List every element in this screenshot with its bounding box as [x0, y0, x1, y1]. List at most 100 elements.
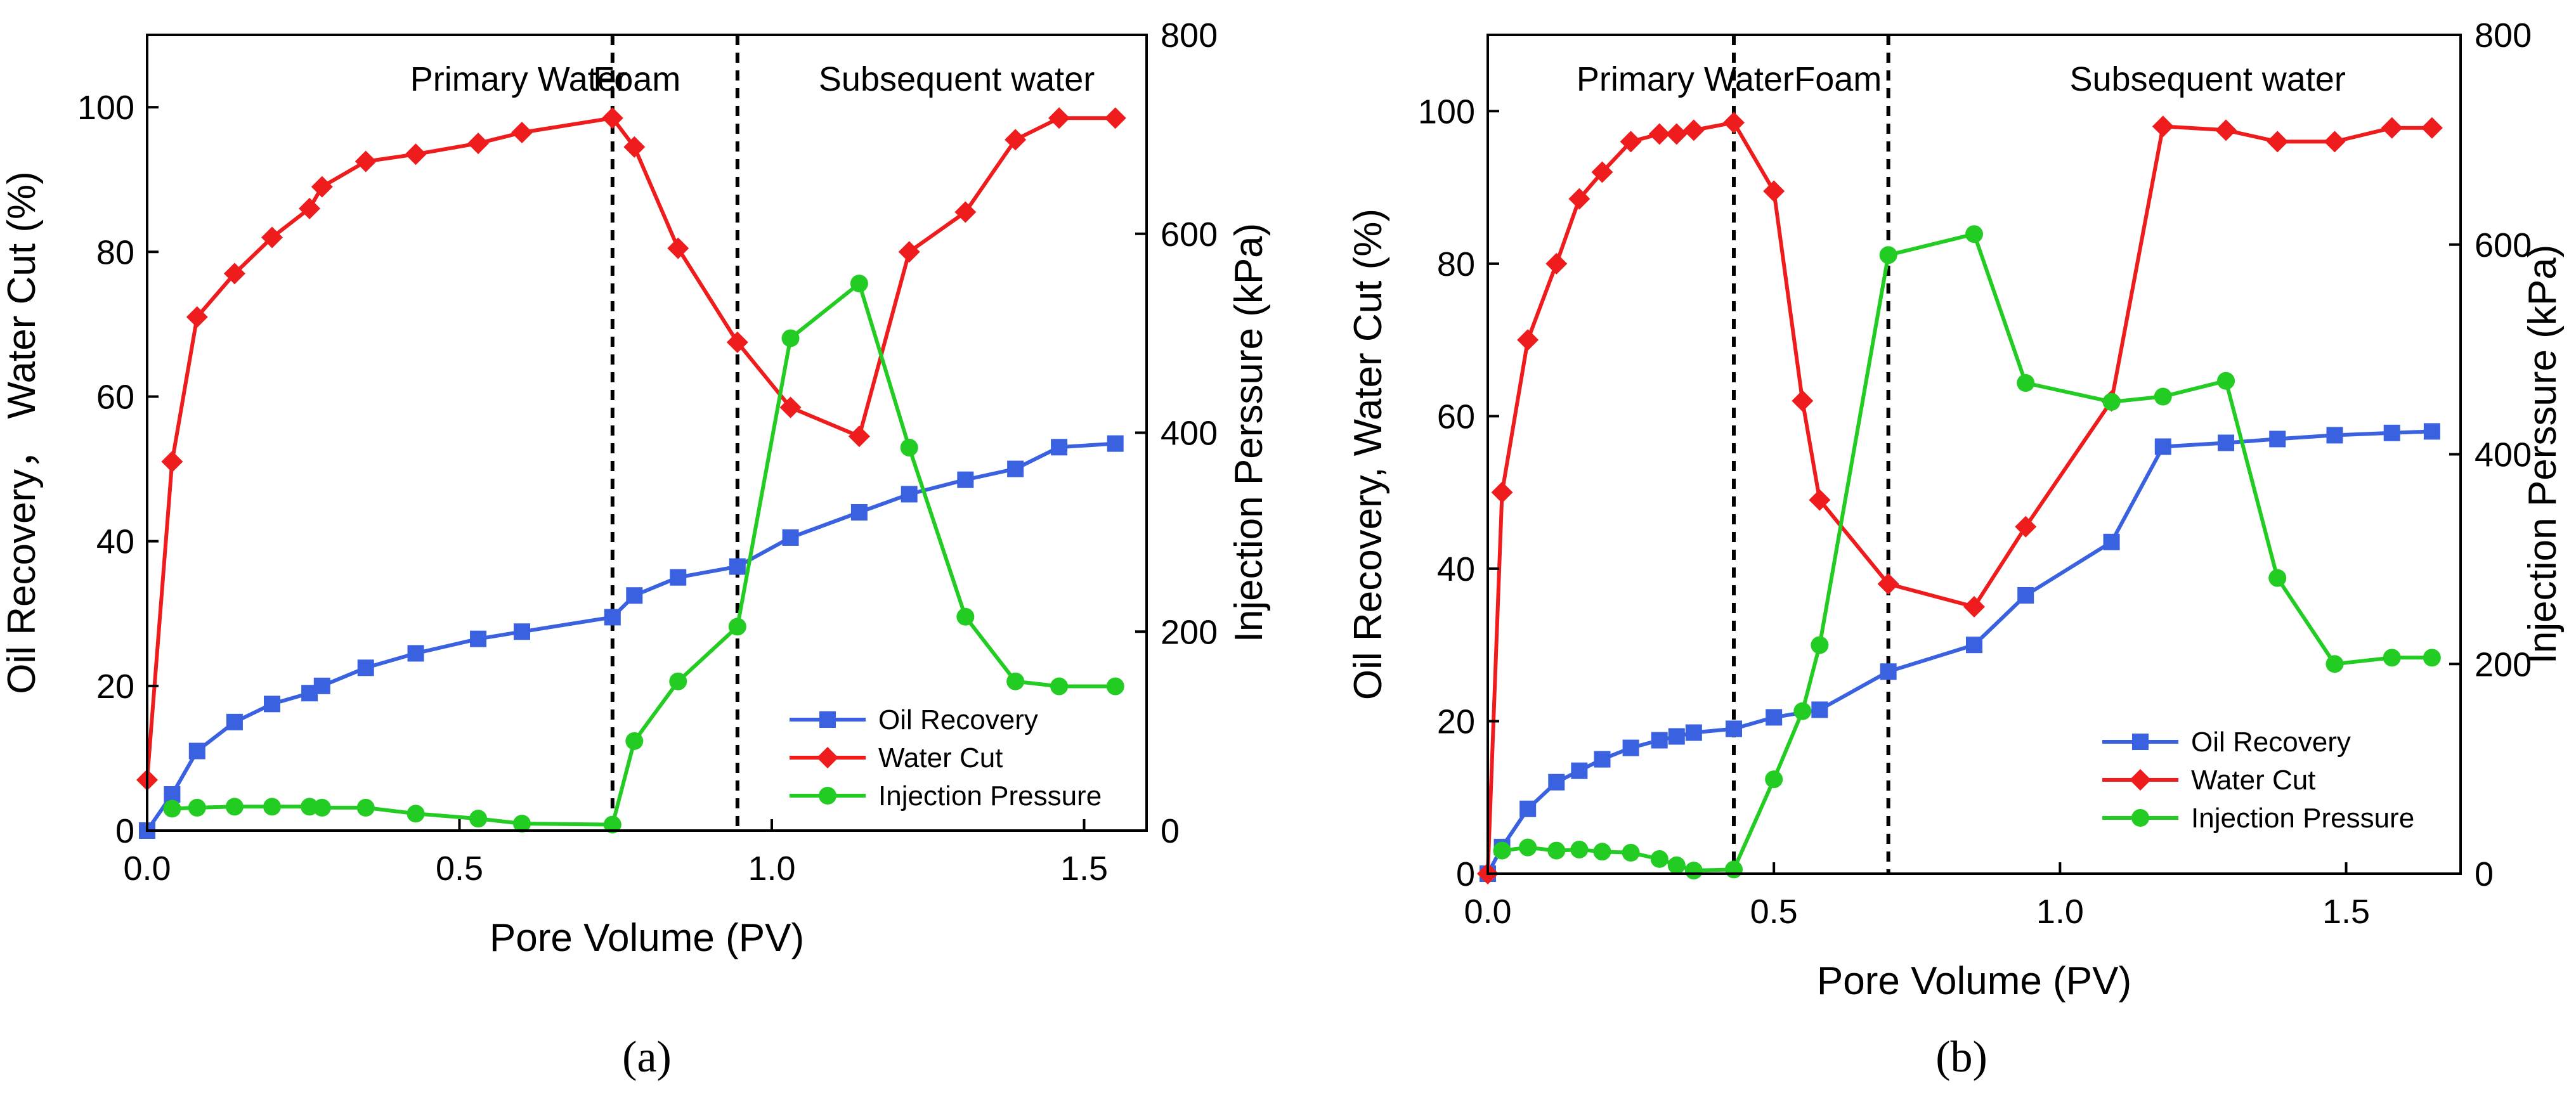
panel-b-water_cut-point — [1792, 390, 1814, 412]
panel-a-oil_recovery-point — [407, 645, 424, 662]
panel-b-oil_recovery-point — [1594, 751, 1611, 768]
panel-a-oil_recovery-point — [188, 742, 205, 760]
panel-a-y-tick-label: 0 — [115, 812, 134, 850]
panel-a-water_cut-point — [405, 143, 427, 165]
panel-a-oil_recovery-line — [145, 441, 1116, 832]
panel-b-oil_recovery-point — [2218, 434, 2235, 451]
panel-b-caption: (b) — [1935, 1033, 1987, 1082]
panel-a-x-tick-label: 0.0 — [123, 850, 171, 888]
panel-a-injection_pressure-point — [850, 275, 868, 293]
panel-a-oil_recovery-point — [1051, 439, 1068, 456]
panel-a-legend-oil_recovery-label: Oil Recovery — [878, 704, 1038, 735]
panel-b-water_cut-point — [2381, 117, 2403, 139]
panel-b-x-tick-label: 0.5 — [1750, 893, 1798, 931]
panel-a-legend-injection_pressure-marker — [819, 787, 836, 805]
panel-b-oil_recovery-point — [2017, 587, 2034, 604]
panel-a-injection_pressure-point — [356, 798, 375, 817]
panel-b-water_cut-point — [1682, 119, 1705, 141]
panel-b-water_cut-point — [1877, 573, 1899, 595]
panel-b-oil_recovery-point — [1811, 701, 1828, 718]
panel-b-y2-tick-label: 800 — [2475, 16, 2532, 55]
panel-b-injection_pressure-point — [1650, 850, 1669, 868]
panel-b-injection_pressure-point — [1570, 840, 1589, 858]
panel-b-oil_recovery-point — [1571, 762, 1588, 779]
panel-a-oil_recovery-point — [901, 486, 918, 503]
panel-b-injection_pressure-point — [1519, 838, 1537, 857]
panel-a-legend-water_cut-label: Water Cut — [878, 742, 1003, 774]
panel-a-water_cut-point — [355, 150, 377, 172]
panel-a-oil_recovery-point — [1007, 460, 1024, 477]
panel-b-water_cut-point — [1591, 161, 1613, 183]
panel-a-water_cut-point — [261, 226, 283, 249]
panel-a-water_cut-point — [1104, 107, 1126, 129]
panel-a-legend-water_cut-marker — [817, 747, 838, 768]
panel-a-oil_recovery-point — [604, 609, 621, 626]
panel-a-series-injection_pressure — [163, 275, 1124, 834]
panel-b-oil_recovery-point — [1726, 720, 1743, 737]
panel-a-x-axis-label: Pore Volume (PV) — [490, 916, 804, 960]
panel-a-y-tick-label: 80 — [96, 233, 134, 271]
panel-b-water_cut-point — [1545, 252, 1568, 275]
panel-a-injection_pressure-point — [603, 815, 621, 834]
panel-b-injection_pressure-point — [1622, 843, 1640, 862]
panel-b-y-tick-label: 0 — [1456, 855, 1475, 893]
panel-b-injection_pressure-point — [1725, 860, 1743, 879]
panel-b-oil_recovery-point — [2154, 438, 2171, 455]
panel-b-oil_recovery-point — [1766, 709, 1783, 726]
panel-a-y-tick-label: 20 — [96, 668, 134, 706]
panel-b-injection_pressure-point — [1547, 841, 1566, 860]
panel-a-oil_recovery-point — [850, 504, 868, 521]
panel-b-y2-tick-label: 600 — [2475, 226, 2532, 264]
panel-b-x-tick-label: 1.5 — [2322, 893, 2370, 931]
panel-b-x-tick-label: 0.0 — [1464, 893, 1511, 931]
panel-b-injection_pressure-point — [2326, 655, 2344, 673]
panel-b-injection_pressure-point — [2423, 649, 2441, 667]
panel-a-phase-label: Subsequent water — [819, 60, 1095, 98]
panel-b-injection_pressure-point — [1965, 225, 1983, 243]
panel-b-oil_recovery-point — [1668, 728, 1685, 745]
panel-a-water_cut-point — [601, 107, 623, 129]
panel-a-y-tick-label: 40 — [96, 523, 134, 561]
panel-a-injection_pressure-point — [625, 732, 644, 750]
panel-b-x-axis-label: Pore Volume (PV) — [1817, 959, 2131, 1003]
panel-a-water_cut-point — [779, 396, 802, 418]
panel-a-y-tick-label: 100 — [77, 89, 134, 127]
panel-a-injection_pressure-point — [1006, 672, 1025, 690]
panel-b-series-injection_pressure — [1493, 225, 2441, 880]
panel-a-injection_pressure-point — [956, 607, 975, 626]
panel-a-oil_recovery-point — [782, 529, 799, 546]
panel-b-oil_recovery-point — [2269, 430, 2286, 448]
panel-a-water_cut-point — [467, 133, 490, 155]
panel-a-y-tick-label: 60 — [96, 378, 134, 416]
panel-b-injection_pressure-point — [2017, 374, 2035, 392]
panel-b-legend-injection_pressure-marker — [2131, 809, 2149, 827]
panel-b-phase-label: Foam — [1794, 60, 1882, 98]
panel-a-y2-tick-label: 800 — [1161, 16, 1218, 55]
panel-b-y-tick-label: 40 — [1437, 550, 1475, 588]
panel-a-water_cut-point — [848, 425, 870, 448]
panel-a-series-water_cut — [136, 107, 1126, 791]
panel-a-water_cut-point — [299, 197, 321, 219]
panel-b-water_cut-point — [1517, 329, 1539, 351]
panel-b-oil_recovery-point — [2326, 427, 2343, 444]
panel-a-oil_recovery-point — [729, 558, 746, 575]
panel-b-legend-water_cut-marker — [2130, 769, 2151, 791]
panel-b-injection_pressure-point — [2383, 649, 2401, 667]
panel-a-legend: Oil Recovery Water Cut Injection Pressure — [790, 704, 1102, 812]
panel-b-water_cut-point — [1620, 131, 1642, 153]
panel-a-oil_recovery-point — [357, 659, 374, 676]
panel-b-oil_recovery-point — [1548, 774, 1565, 791]
panel-b-oil_recovery-point — [1966, 637, 1982, 654]
panel-b-y-tick-label: 80 — [1437, 245, 1475, 283]
panel-a-water_cut-point — [623, 136, 646, 158]
panel-b-injection_pressure-point — [1593, 843, 1611, 861]
panel-a-x-tick-label: 1.0 — [748, 850, 795, 888]
panel-b-injection_pressure-point — [1793, 702, 1812, 720]
panel-a-injection_pressure-point — [225, 798, 244, 816]
panel-b-phase-label: Primary Water — [1577, 60, 1794, 98]
panel-b-phase-label: Subsequent water — [2070, 60, 2346, 98]
panel-b-injection_pressure-point — [1879, 246, 1897, 264]
panel-b-water_cut-point — [2421, 117, 2443, 139]
panel-a-injection_pressure-point — [313, 798, 331, 817]
